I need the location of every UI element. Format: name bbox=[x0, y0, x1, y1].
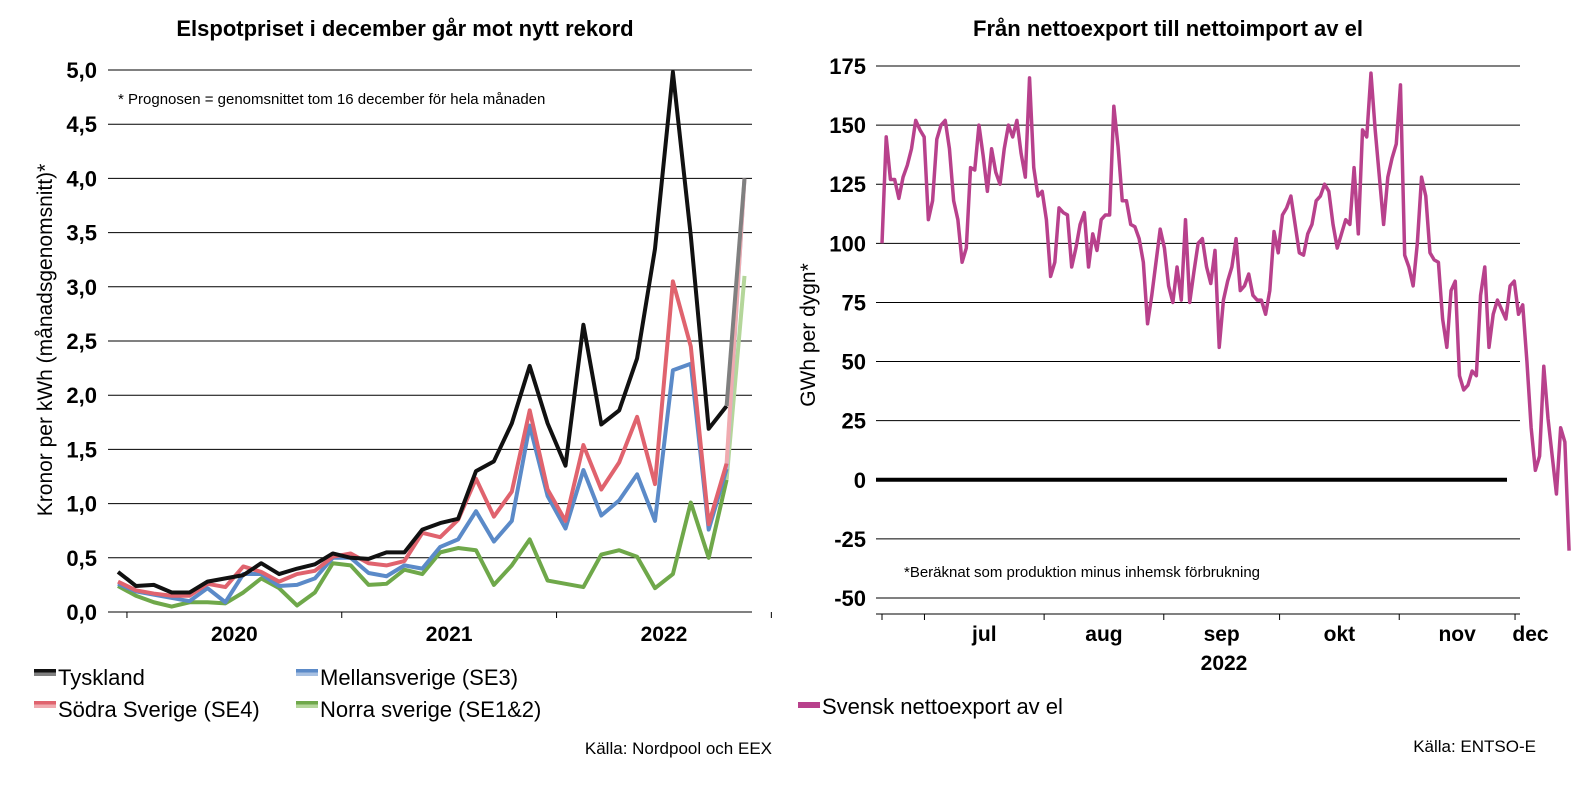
right-series-line bbox=[880, 71, 1571, 551]
left-y-tick-label: 1,0 bbox=[66, 492, 97, 517]
left-series-line-1 bbox=[117, 361, 729, 605]
right-chart-title: Från nettoexport till nettoimport av el bbox=[973, 16, 1363, 41]
left-y-tick-label: 2,0 bbox=[66, 383, 97, 408]
right-y-axis-label: GWh per dygn* bbox=[797, 263, 820, 407]
right-x-tick-label: dec bbox=[1512, 623, 1549, 646]
left-legend-swatch bbox=[296, 701, 318, 705]
left-y-tick-label: 5,0 bbox=[66, 58, 97, 83]
left-x-tick-label: 2022 bbox=[641, 623, 688, 646]
right-x-tick-label: aug bbox=[1085, 623, 1122, 646]
right-y-tick-label: 175 bbox=[829, 54, 866, 79]
left-legend-swatch-forecast bbox=[296, 672, 318, 676]
right-legend: Svensk nettoexport av el bbox=[798, 694, 1063, 719]
left-legend-label: Tyskland bbox=[58, 665, 145, 690]
left-y-axis-label: Kronor per kWh (månadsgenomsnitt)* bbox=[34, 164, 57, 516]
right-y-tick-label: 125 bbox=[829, 172, 866, 197]
left-chart: Elspotpriset i december går mot nytt rek… bbox=[34, 16, 772, 758]
right-y-tick-label: 100 bbox=[829, 231, 866, 256]
left-y-tick-label: 1,5 bbox=[66, 437, 97, 462]
right-y-tick-label: 0 bbox=[854, 468, 866, 493]
right-y-tick-labels: -50 -25 0 25 50 75 100 125 150 175 bbox=[829, 54, 866, 611]
right-y-tick-label: -50 bbox=[834, 586, 866, 611]
left-legend-label: Södra Sverige (SE4) bbox=[58, 697, 260, 722]
left-y-tick-label: 3,5 bbox=[66, 221, 97, 246]
left-annotation: * Prognosen = genomsnittet tom 16 decemb… bbox=[118, 91, 545, 108]
right-legend-label: Svensk nettoexport av el bbox=[822, 694, 1063, 719]
left-series-line-0 bbox=[116, 70, 729, 595]
left-x-tick-label: 2021 bbox=[426, 623, 473, 646]
right-chart: Från nettoexport till nettoimport av el … bbox=[797, 16, 1571, 756]
right-source: Källa: ENTSO-E bbox=[1413, 737, 1536, 756]
left-x-tick-label: 2020 bbox=[211, 623, 258, 646]
left-source: Källa: Nordpool och EEX bbox=[585, 739, 772, 758]
left-legend-label: Mellansverige (SE3) bbox=[320, 665, 518, 690]
left-series-line-3 bbox=[117, 479, 729, 609]
left-legend-swatch-forecast bbox=[296, 704, 318, 708]
left-legend-swatch bbox=[34, 669, 56, 673]
right-x-axis: jul aug sep okt nov dec bbox=[876, 613, 1549, 646]
right-x-tick-label: sep bbox=[1204, 623, 1240, 646]
right-x-tick-label: nov bbox=[1438, 623, 1476, 646]
left-legend: Tyskland Mellansverige (SE3) Södra Sverige… bbox=[34, 665, 541, 722]
left-y-tick-labels: 0,0 0,5 1,0 1,5 2,0 2,5 3,0 3,5 4,0 4,5 5,0 bbox=[66, 58, 97, 625]
left-y-tick-label: 4,5 bbox=[66, 112, 97, 137]
right-y-tick-label: 50 bbox=[842, 350, 866, 375]
left-y-tick-label: 0,0 bbox=[66, 600, 97, 625]
left-legend-swatch-forecast bbox=[34, 672, 56, 676]
left-y-tick-label: 0,5 bbox=[66, 546, 97, 571]
left-y-tick-label: 3,0 bbox=[66, 275, 97, 300]
right-y-tick-label: 150 bbox=[829, 113, 866, 138]
left-y-tick-label: 4,0 bbox=[66, 166, 97, 191]
right-x-axis-label: 2022 bbox=[1201, 652, 1248, 675]
right-y-tick-label: 75 bbox=[842, 290, 866, 315]
right-legend-swatch bbox=[798, 702, 820, 708]
right-x-tick-label: okt bbox=[1324, 623, 1356, 646]
left-legend-swatch bbox=[34, 701, 56, 705]
left-chart-title: Elspotpriset i december går mot nytt rek… bbox=[176, 16, 633, 41]
left-gridlines bbox=[108, 69, 752, 613]
left-x-axis: 2020 2021 2022 bbox=[126, 612, 772, 646]
left-y-tick-label: 2,5 bbox=[66, 329, 97, 354]
left-series-lines bbox=[116, 70, 747, 609]
right-y-tick-label: 25 bbox=[842, 409, 866, 434]
right-y-tick-label: -25 bbox=[834, 527, 866, 552]
right-series-lines bbox=[880, 71, 1571, 551]
left-series-forecast-0 bbox=[724, 178, 747, 407]
left-legend-label: Norra sverige (SE1&2) bbox=[320, 697, 541, 722]
right-gridlines bbox=[876, 65, 1520, 599]
left-legend-swatch-forecast bbox=[34, 704, 56, 708]
left-legend-swatch bbox=[296, 669, 318, 673]
right-x-tick-label: jul bbox=[971, 623, 997, 646]
right-annotation: *Beräknat som produktion minus inhemsk f… bbox=[904, 564, 1260, 581]
left-series-line-2 bbox=[117, 279, 729, 598]
